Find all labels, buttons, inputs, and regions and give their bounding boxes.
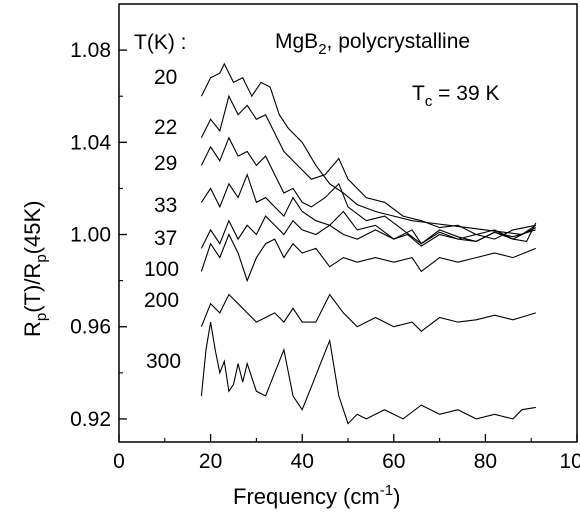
- x-axis-title-end: ): [393, 484, 400, 509]
- y-tick-label: 0.92: [70, 408, 111, 431]
- y-tick-label: 1.00: [70, 224, 111, 247]
- series-label-33: 33: [154, 194, 177, 217]
- series-line-33: [200, 172, 536, 245]
- x-tick-label: 20: [199, 450, 222, 473]
- series-line-20: [200, 62, 537, 236]
- tc-sub: c: [425, 93, 433, 110]
- tick-group: 0 20 40 60 80 100 0.92 0.96 1.00 1.04 1.08: [70, 39, 580, 473]
- series-line-22: [200, 94, 537, 243]
- series-label-22: 22: [154, 116, 177, 139]
- y-tick-label: 1.08: [70, 39, 111, 62]
- y-axis-title-p2: p: [33, 254, 50, 262]
- y-axis-title-mid: (T)/R: [20, 263, 45, 313]
- x-tick-label: 40: [291, 450, 314, 473]
- plot-frame: [118, 3, 578, 443]
- series-label-group: 20 22 29 33 37 100 200 300: [144, 66, 181, 373]
- y-axis-title-end: (45K): [20, 201, 45, 255]
- y-axis-title-p1: p: [33, 313, 50, 321]
- curve-group: [200, 62, 537, 425]
- tc-main: T: [412, 82, 425, 105]
- legend-header: T(K) :: [134, 31, 187, 54]
- y-axis-title-r1: R: [20, 321, 45, 337]
- series-line-37: [200, 215, 537, 249]
- series-label-100: 100: [144, 258, 179, 281]
- series-line-100: [200, 233, 537, 283]
- x-tick-label: 0: [113, 450, 125, 473]
- material-rest: , polycrystalline: [327, 30, 471, 53]
- series-label-29: 29: [154, 152, 177, 175]
- x-axis-title-main: Frequency (cm: [233, 484, 380, 509]
- series-label-20: 20: [154, 66, 177, 89]
- y-axis-title: Rp(T)/Rp(45K): [20, 201, 50, 337]
- y-tick-label: 0.96: [70, 316, 111, 339]
- series-line-200: [200, 293, 536, 333]
- series-line-29: [200, 136, 536, 245]
- x-tick-label: 60: [382, 450, 405, 473]
- material-main: MgB: [275, 30, 318, 53]
- material-sub: 2: [318, 41, 326, 58]
- x-axis-title: Frequency (cm-1): [233, 482, 400, 509]
- series-label-37: 37: [154, 227, 177, 250]
- series-line-300: [200, 322, 536, 425]
- x-tick-label: 80: [474, 450, 497, 473]
- tc-rest: = 39 K: [432, 82, 499, 105]
- series-label-300: 300: [146, 350, 181, 373]
- x-tick-label: 100: [559, 450, 580, 473]
- y-tick-label: 1.04: [70, 131, 111, 154]
- tc-annotation: Tc = 39 K: [412, 82, 499, 110]
- x-axis-title-sup: -1: [380, 482, 393, 499]
- material-annotation: MgB2, polycrystalline: [275, 30, 470, 58]
- series-label-200: 200: [144, 289, 179, 312]
